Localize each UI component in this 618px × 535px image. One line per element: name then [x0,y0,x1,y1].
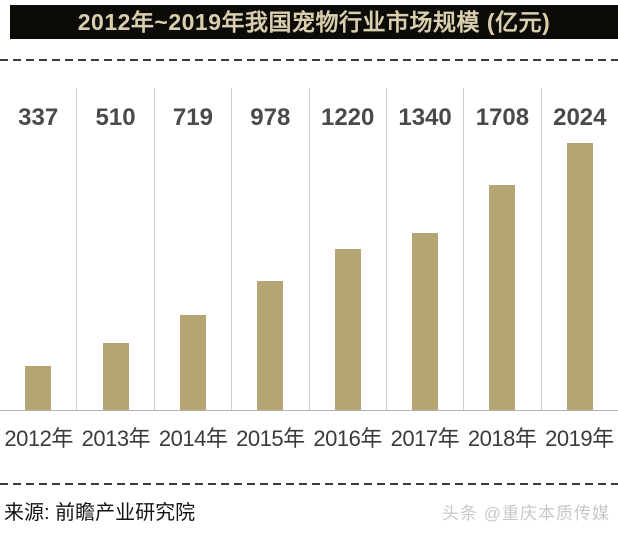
x-axis-tick-label: 2017年 [390,426,460,451]
bar [25,366,52,410]
chart-column: 719 [155,88,233,410]
chart-column: 1708 [464,88,542,410]
bar [179,315,206,410]
value-label: 1708 [475,104,530,131]
chart-title: 2012年~2019年我国宠物行业市场规模 (亿元) [77,8,551,35]
x-axis-tick-label: 2019年 [545,426,614,451]
bar [412,233,439,410]
bar [257,281,284,410]
value-label: 2024 [553,104,607,131]
x-axis-labels: 2012年 2013年 2014年 2015年 2016年 2017年 2018年 2019年 [0,426,618,452]
x-axis-tick-label: 2016年 [313,426,382,451]
chart-title-bar: 2012年~2019年我国宠物行业市场规模 (亿元) [10,5,618,39]
x-axis-tick-label: 2012年 [4,426,73,451]
top-dashed-divider [0,59,618,61]
bar-chart-plot-area: 337 510 719 978 1220 1340 1708 2024 [0,88,618,411]
bar [489,185,516,410]
bottom-dashed-divider [0,483,618,485]
source-attribution: 来源: 前瞻产业研究院 [4,502,196,524]
x-axis-tick-label: 2015年 [236,426,305,451]
value-label: 719 [172,104,213,131]
toutiao-watermark: 头条 @重庆本质传媒 [442,504,610,523]
chart-column: 337 [0,88,78,410]
x-axis-tick-label: 2013年 [81,426,151,451]
x-axis-tick-label: 2018年 [467,426,537,451]
chart-column: 1220 [310,88,387,410]
x-axis-tick-label: 2014年 [158,426,228,451]
value-label: 1340 [398,104,452,131]
chart-column: 2024 [542,88,618,410]
value-label: 510 [95,104,136,131]
chart-column: 1340 [387,88,465,410]
value-label: 978 [250,104,291,131]
bar [566,143,593,410]
value-label: 1220 [320,104,375,131]
value-label: 337 [18,104,59,131]
chart-column: 978 [232,88,310,410]
bar [334,249,361,410]
bar [102,343,129,410]
chart-column: 510 [77,88,155,410]
